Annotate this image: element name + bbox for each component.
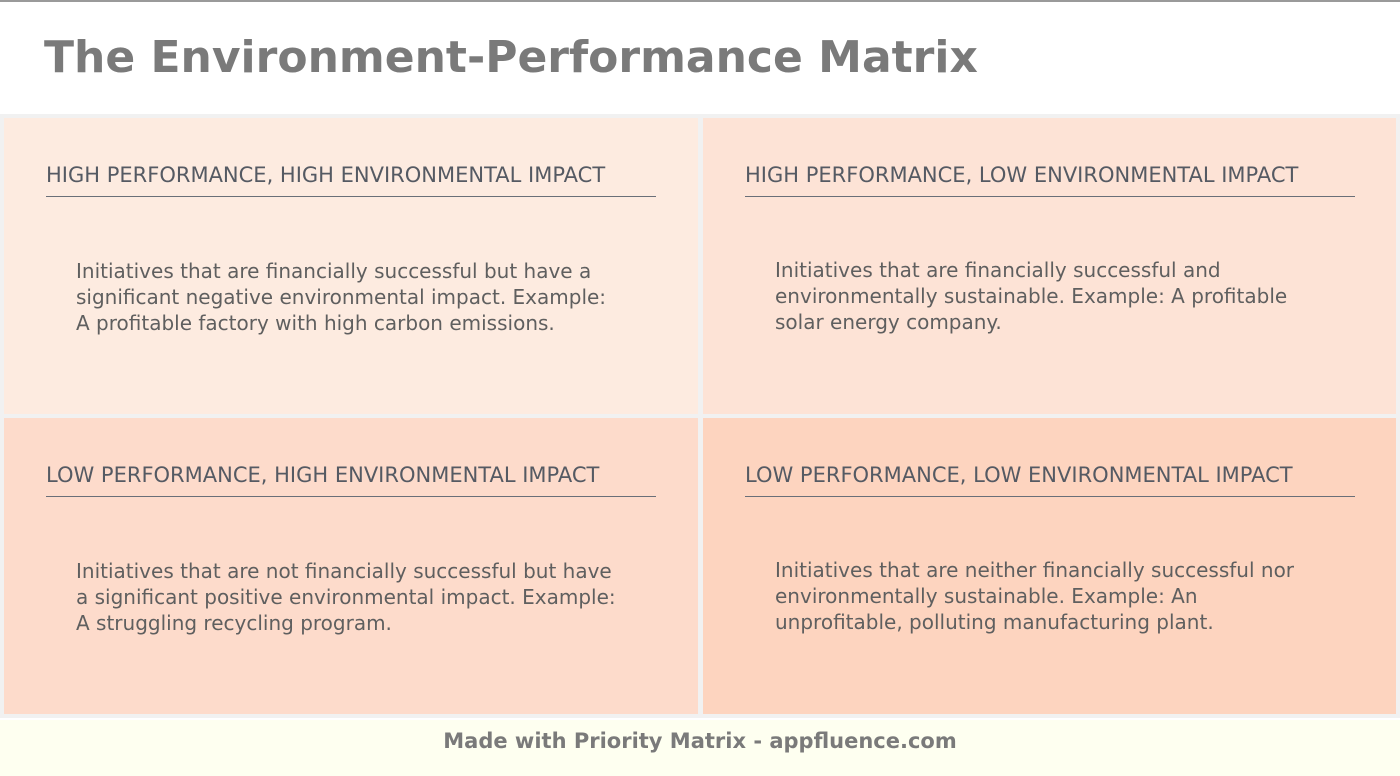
quadrant-low-performance-low-impact[interactable]: LOW PERFORMANCE, LOW ENVIRONMENTAL IMPAC… <box>703 418 1396 714</box>
quadrant-description: Initiatives that are neither financially… <box>775 558 1295 634</box>
page-title: The Environment-Performance Matrix <box>44 32 978 83</box>
footer-credit: Made with Priority Matrix - appfluence.c… <box>443 729 957 753</box>
matrix-grid: HIGH PERFORMANCE, HIGH ENVIRONMENTAL IMP… <box>0 114 1400 718</box>
quadrant-high-performance-low-impact[interactable]: HIGH PERFORMANCE, LOW ENVIRONMENTAL IMPA… <box>703 118 1396 414</box>
quadrant-heading: LOW PERFORMANCE, HIGH ENVIRONMENTAL IMPA… <box>46 462 656 497</box>
footer: Made with Priority Matrix - appfluence.c… <box>0 720 1400 776</box>
top-rule <box>0 0 1400 2</box>
quadrant-heading: HIGH PERFORMANCE, LOW ENVIRONMENTAL IMPA… <box>745 162 1355 197</box>
quadrant-description: Initiatives that are financially success… <box>775 258 1288 334</box>
quadrant-heading: LOW PERFORMANCE, LOW ENVIRONMENTAL IMPAC… <box>745 462 1355 497</box>
quadrant-low-performance-high-impact[interactable]: LOW PERFORMANCE, HIGH ENVIRONMENTAL IMPA… <box>4 418 698 714</box>
quadrant-description: Initiatives that are financially success… <box>76 259 607 335</box>
quadrant-heading: HIGH PERFORMANCE, HIGH ENVIRONMENTAL IMP… <box>46 162 656 197</box>
quadrant-description: Initiatives that are not financially suc… <box>76 559 616 635</box>
quadrant-high-performance-high-impact[interactable]: HIGH PERFORMANCE, HIGH ENVIRONMENTAL IMP… <box>4 118 698 414</box>
